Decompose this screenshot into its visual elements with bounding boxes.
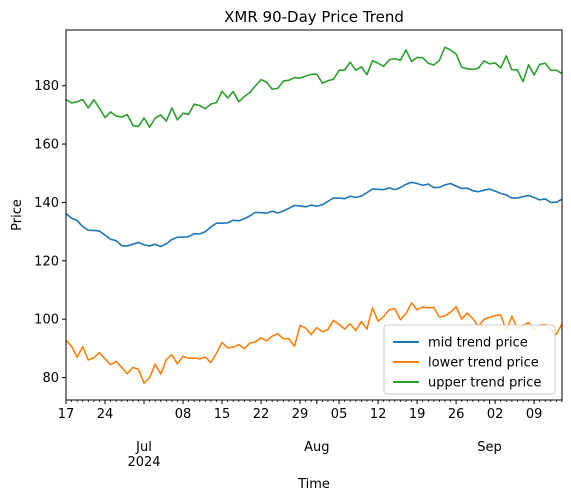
y-tick-label: 180 bbox=[34, 79, 59, 94]
y-tick-label: 100 bbox=[34, 313, 59, 328]
legend-label-2: upper trend price bbox=[428, 376, 541, 391]
chart-title: XMR 90-Day Price Trend bbox=[224, 8, 404, 26]
legend-label-0: mid trend price bbox=[428, 336, 528, 351]
legend-label-1: lower trend price bbox=[428, 356, 539, 371]
legend: mid trend price lower trend price upper tr… bbox=[383, 324, 556, 395]
x-month-label: Sep bbox=[477, 440, 502, 455]
y-axis-title: Price bbox=[10, 199, 25, 231]
y-tick-label: 140 bbox=[34, 196, 59, 211]
x-year-label: 2024 bbox=[127, 455, 160, 470]
series-line-2 bbox=[65, 46, 563, 128]
x-tick-label: 02 bbox=[487, 407, 504, 422]
x-tick-label: 12 bbox=[370, 407, 387, 422]
x-tick-label: 15 bbox=[214, 407, 231, 422]
x-tick-label: 29 bbox=[292, 407, 309, 422]
series-line-0 bbox=[65, 181, 563, 248]
x-tick-label: 08 bbox=[175, 407, 192, 422]
y-tick-label: 80 bbox=[42, 371, 59, 386]
x-tick-label: 05 bbox=[331, 407, 348, 422]
x-tick-label: 22 bbox=[253, 407, 270, 422]
x-month-label: Aug bbox=[304, 440, 329, 455]
x-tick-label: 26 bbox=[448, 407, 465, 422]
y-tick-label: 160 bbox=[34, 138, 59, 153]
x-axis-title: Time bbox=[297, 477, 330, 492]
y-tick-label: 120 bbox=[34, 254, 59, 269]
x-tick-label: 24 bbox=[97, 407, 114, 422]
x-tick-label: 19 bbox=[409, 407, 426, 422]
x-tick-label: 17 bbox=[58, 407, 75, 422]
x-month-label: Jul bbox=[135, 440, 152, 455]
legend-box bbox=[383, 324, 556, 395]
x-tick-label: 09 bbox=[526, 407, 543, 422]
y-axis: 80 100 120 140 160 180 bbox=[34, 79, 66, 386]
plot-frame bbox=[65, 29, 563, 401]
